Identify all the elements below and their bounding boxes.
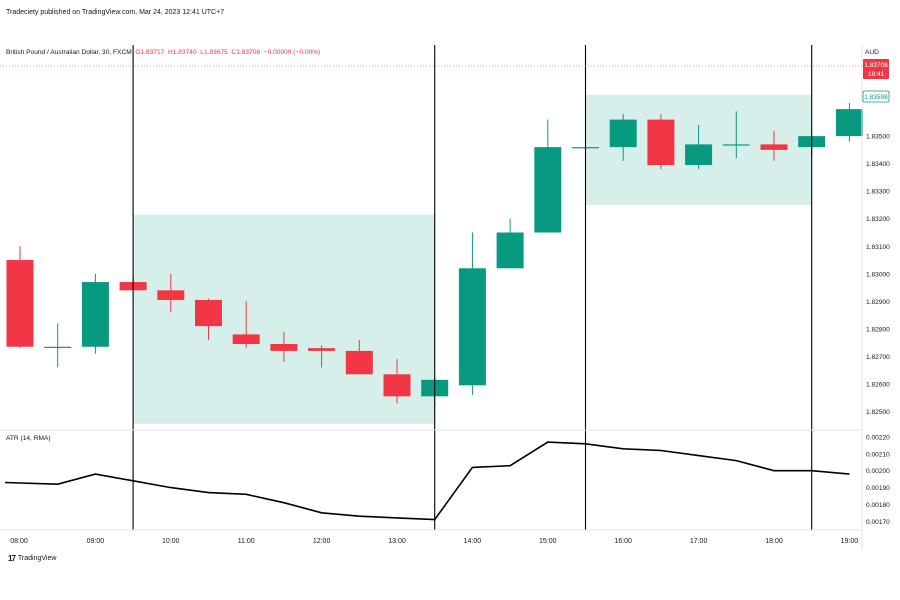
high-value: H1.83740 <box>168 49 197 56</box>
time-tick-label: 08:00 <box>10 538 28 545</box>
candle-body <box>760 144 788 150</box>
time-tick-label: 19:00 <box>841 538 859 545</box>
publisher-caption: Tradeciety published on TradingView.com,… <box>6 9 225 16</box>
price-tick-label: 1.82900 <box>866 299 890 306</box>
price-tick-label: 1.83100 <box>866 244 890 251</box>
candle <box>308 345 336 368</box>
time-tick-label: 11:00 <box>238 538 255 545</box>
candle <box>722 111 750 159</box>
candle <box>81 273 109 354</box>
candle-body <box>345 350 373 375</box>
tradingview-logo[interactable]: 17 TradingView <box>8 554 56 563</box>
atr-tick-layer: 0.00220 0.00210 0.00200 0.00190 0.00180 0.001… <box>866 435 890 526</box>
candle <box>270 331 298 362</box>
candle <box>609 114 637 161</box>
atr-tick-label: 0.00220 <box>866 435 890 442</box>
candle <box>647 114 675 170</box>
candle <box>6 246 34 349</box>
time-tick-label: 09:00 <box>87 538 105 545</box>
candle-body <box>195 299 222 327</box>
time-tick-label: 16:00 <box>614 538 632 545</box>
candle-body <box>722 144 750 146</box>
candle <box>345 339 373 375</box>
price-tick-label: 1.82800 <box>866 326 890 333</box>
candle-body <box>685 144 713 166</box>
last-price-tag <box>863 59 889 79</box>
candle-body <box>458 268 486 386</box>
price-tag-layer: 1.83708 18:41 1.83598 <box>0 59 890 103</box>
low-value: L1.83675 <box>200 49 228 56</box>
candle-body <box>383 374 411 397</box>
currency-label: AUD <box>865 49 879 56</box>
price-tick-label: 1.83400 <box>866 161 890 168</box>
candle-body <box>609 119 637 148</box>
time-tick-label: 18:00 <box>765 538 783 545</box>
price-tick-label: 1.83000 <box>866 271 890 278</box>
price-tick-label: 1.83500 <box>866 134 890 141</box>
time-tick-label: 10:00 <box>162 538 180 545</box>
candle-body <box>647 119 675 166</box>
candle-body <box>308 348 336 351</box>
tradingview-logo-icon: 17 <box>8 554 16 563</box>
candle <box>496 218 524 269</box>
price-tick-label: 1.83300 <box>866 189 890 196</box>
open-value: O1.83717 <box>135 49 165 56</box>
candle-body <box>6 260 34 347</box>
symbol-legend: British Pound / Australian Dollar, 30, F… <box>6 49 320 56</box>
change-value: −0.00009 (−0.00%) <box>263 49 321 56</box>
candle-body <box>270 344 298 351</box>
time-tick-label: 13:00 <box>388 538 406 545</box>
price-tick-layer: 1.83500 1.83400 1.83300 1.83200 1.83100 1.830… <box>866 134 890 416</box>
box-level-tag-value: 1.83598 <box>864 94 888 101</box>
tradingview-logo-text: TradingView <box>17 555 57 562</box>
time-tick-layer: 08:00 09:00 10:00 11:00 12:00 13:00 14:00 15:00… <box>10 538 858 545</box>
atr-tick-label: 0.00170 <box>866 519 890 526</box>
candle-body <box>81 282 109 347</box>
candle <box>458 232 486 395</box>
price-tick-label: 1.82500 <box>866 409 890 416</box>
vertical-line-layer <box>132 45 813 530</box>
symbol-name: British Pound / Australian Dollar, 30, F… <box>6 49 132 56</box>
atr-indicator-label: ATR (14, RMA) <box>6 435 51 442</box>
axis-layer <box>0 45 863 550</box>
last-price-tag-value: 1.83708 <box>864 62 888 69</box>
time-tick-label: 15:00 <box>539 538 557 545</box>
atr-line-layer <box>4 441 850 521</box>
atr-tick-label: 0.00190 <box>866 485 890 492</box>
candle-body <box>157 290 185 300</box>
atr-line <box>4 441 850 521</box>
price-tick-label: 1.82600 <box>866 381 890 388</box>
atr-tick-label: 0.00210 <box>866 451 890 458</box>
candle-layer <box>6 103 863 406</box>
atr-tick-label: 0.00200 <box>866 468 890 475</box>
price-tick-label: 1.83200 <box>866 216 890 223</box>
candle-body <box>534 147 562 233</box>
time-tick-label: 14:00 <box>464 538 482 545</box>
candle <box>760 130 788 161</box>
atr-tick-label: 0.00180 <box>866 502 890 509</box>
countdown-value: 18:41 <box>868 71 885 78</box>
candle <box>534 119 562 233</box>
candle <box>232 301 260 349</box>
box-level-tag <box>862 90 890 103</box>
candle-body <box>44 346 72 348</box>
candle <box>195 298 222 340</box>
candle <box>685 125 713 170</box>
candle <box>383 359 411 404</box>
candle-body <box>835 109 863 137</box>
time-tick-label: 17:00 <box>690 538 708 545</box>
time-tick-label: 12:00 <box>313 538 331 545</box>
candle-body <box>496 232 524 269</box>
candle-body <box>232 334 260 345</box>
candle <box>44 323 72 368</box>
price-tick-label: 1.82700 <box>866 354 890 361</box>
close-value: C1.83708 <box>231 49 261 56</box>
candle <box>157 273 185 313</box>
candle <box>835 103 863 142</box>
